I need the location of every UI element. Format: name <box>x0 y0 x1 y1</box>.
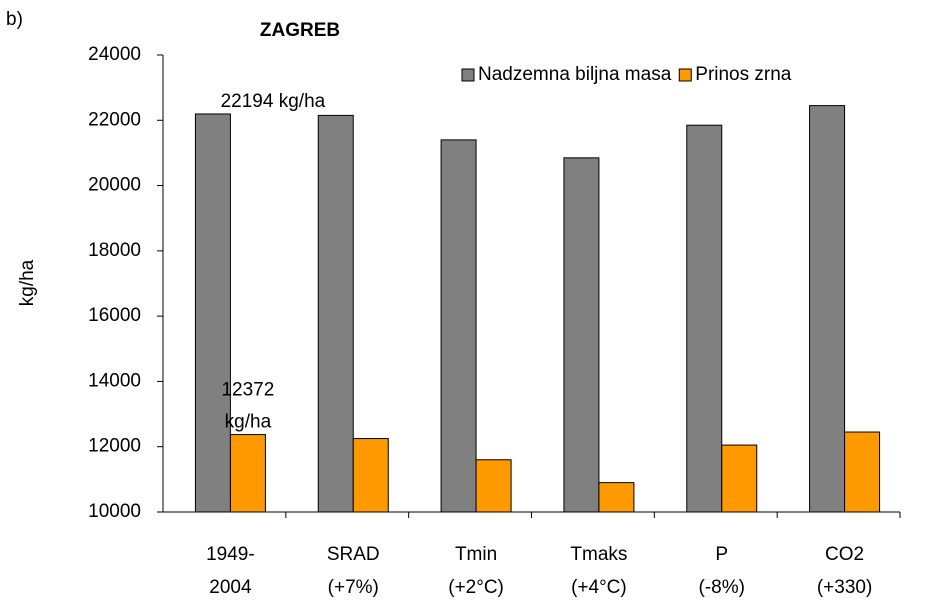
legend-swatch <box>678 68 692 82</box>
data-label: 12372 kg/ha <box>221 380 274 433</box>
x-tick-label: Tmin (+2°C) <box>448 544 504 598</box>
y-tick-label: 14000 <box>88 370 141 391</box>
x-tick-label: Tmaks (+4°C) <box>570 544 627 598</box>
y-axis-label: kg/ha <box>17 259 38 306</box>
y-tick-label: 22000 <box>88 109 141 130</box>
bar <box>475 459 512 513</box>
chart-title: ZAGREB <box>260 20 340 41</box>
legend-label: Prinos zrna <box>695 64 792 85</box>
x-tick-label-line: (+330) <box>817 577 872 598</box>
data-label-line: kg/ha <box>225 412 272 433</box>
panel-label: b) <box>6 9 23 30</box>
bar <box>844 431 881 513</box>
bar <box>598 482 635 513</box>
data-label-line: 22194 kg/ha <box>221 91 326 112</box>
bar <box>229 434 266 513</box>
y-tick-label: 16000 <box>88 305 141 326</box>
data-label: 22194 kg/ha <box>221 91 326 112</box>
x-tick-label-line: CO2 <box>825 544 864 565</box>
x-tick-label: CO2 (+330) <box>817 544 872 598</box>
x-tick-label-line: 2004 <box>209 577 252 598</box>
y-tick-label: 18000 <box>88 240 141 261</box>
bar <box>809 105 846 513</box>
x-tick-label: P (-8%) <box>699 544 745 598</box>
bar <box>352 438 389 513</box>
bar <box>317 114 354 513</box>
y-tick-label: 20000 <box>88 175 141 196</box>
bar <box>194 113 231 513</box>
x-tick-label-line: (-8%) <box>699 577 745 598</box>
y-tick-label: 12000 <box>88 436 141 457</box>
x-tick-label-line: 1949- <box>206 544 255 565</box>
legend-swatch <box>461 68 475 82</box>
x-tick-label-line: P <box>715 544 728 565</box>
x-tick-label-line: (+7%) <box>328 577 379 598</box>
x-tick-label-line: (+4°C) <box>571 577 627 598</box>
y-tick-label: 24000 <box>88 44 141 65</box>
data-label-line: 12372 <box>221 380 274 401</box>
x-tick-label-line: SRAD <box>327 544 380 565</box>
bar <box>563 157 600 513</box>
bar <box>721 444 758 513</box>
x-tick-label-line: (+2°C) <box>448 577 504 598</box>
y-tick-label: 10000 <box>88 501 141 522</box>
bar <box>686 124 723 513</box>
x-tick-label-line: Tmaks <box>570 544 627 565</box>
x-tick-label-line: Tmin <box>455 544 497 565</box>
x-tick-label: 1949- 2004 <box>206 544 255 598</box>
bar <box>440 139 477 513</box>
x-tick-label: SRAD (+7%) <box>327 544 380 598</box>
legend-label: Nadzemna biljna masa <box>478 64 672 85</box>
